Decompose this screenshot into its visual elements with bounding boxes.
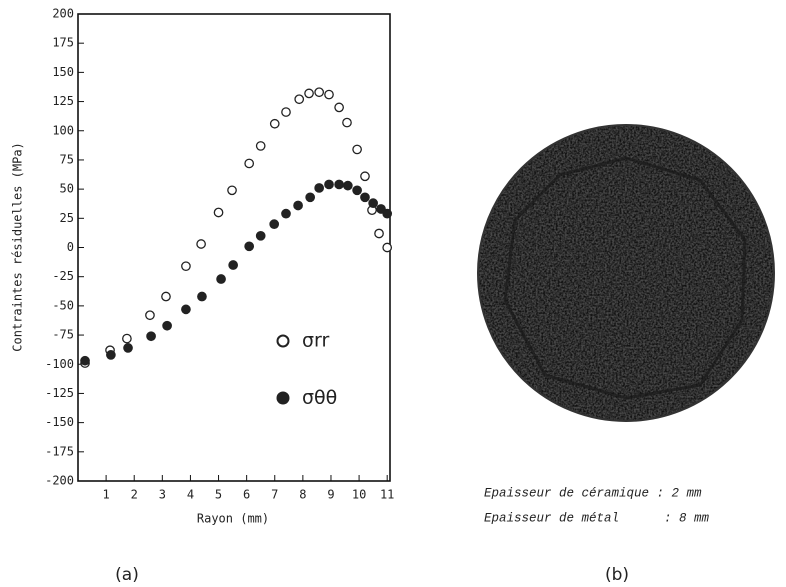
y-tick-label: 100 bbox=[52, 123, 74, 137]
y-tick-label: -150 bbox=[45, 415, 74, 429]
x-tick-label: 6 bbox=[243, 488, 250, 502]
point bbox=[360, 192, 370, 203]
y-tick-label: -125 bbox=[45, 386, 74, 400]
y-tick-label: -200 bbox=[45, 474, 74, 488]
point bbox=[216, 274, 226, 284]
legend-marker bbox=[276, 391, 290, 405]
point bbox=[352, 144, 362, 155]
x-tick-label: 7 bbox=[271, 488, 278, 502]
y-tick-label: -100 bbox=[45, 357, 74, 371]
legend-label: σrr bbox=[302, 330, 330, 352]
y-tick-label: 0 bbox=[67, 240, 74, 254]
point bbox=[314, 87, 325, 98]
y-tick-label: -25 bbox=[52, 269, 74, 283]
point bbox=[293, 200, 303, 211]
y-tick-label: 200 bbox=[52, 7, 74, 21]
panel-label: (b) bbox=[605, 565, 629, 585]
legend-label: σθθ bbox=[302, 387, 337, 409]
point bbox=[255, 141, 266, 151]
x-tick-label: 10 bbox=[352, 488, 366, 502]
point bbox=[227, 185, 237, 196]
y-tick-label: 50 bbox=[60, 182, 74, 196]
point bbox=[334, 179, 344, 190]
point bbox=[382, 242, 393, 253]
plot-frame bbox=[77, 13, 391, 482]
point bbox=[342, 117, 352, 128]
point bbox=[368, 198, 378, 208]
x-tick-label: 3 bbox=[159, 488, 166, 502]
point bbox=[360, 171, 370, 182]
point bbox=[146, 331, 156, 342]
y-tick-label: 75 bbox=[60, 152, 74, 166]
point bbox=[162, 320, 172, 331]
y-tick-label: 150 bbox=[52, 65, 74, 79]
x-tick-label: 11 bbox=[380, 488, 394, 502]
point bbox=[294, 94, 305, 105]
point bbox=[342, 180, 353, 191]
y-axis-label: Contraintes résiduelles (MPa) bbox=[11, 142, 25, 352]
point bbox=[122, 333, 132, 344]
point bbox=[374, 228, 384, 239]
y-tick-label: -175 bbox=[45, 444, 74, 458]
point bbox=[314, 183, 325, 193]
y-tick-label: -75 bbox=[52, 328, 74, 342]
x-tick-label: 1 bbox=[102, 488, 109, 502]
x-tick-label: 2 bbox=[131, 488, 138, 502]
y-tick-label: 175 bbox=[52, 36, 74, 50]
point bbox=[269, 118, 280, 129]
point bbox=[145, 310, 155, 321]
point bbox=[281, 107, 291, 117]
specimen-image bbox=[477, 124, 775, 422]
x-tick-label: 8 bbox=[299, 488, 306, 502]
point bbox=[305, 192, 316, 203]
point bbox=[106, 350, 116, 360]
point bbox=[244, 241, 255, 252]
point bbox=[181, 261, 191, 272]
point bbox=[213, 207, 224, 218]
image-caption: Epaisseur de céramique : 2 mm bbox=[484, 486, 702, 500]
point bbox=[197, 291, 207, 302]
x-tick-label: 5 bbox=[215, 488, 222, 502]
point bbox=[161, 291, 171, 302]
x-tick-label: 9 bbox=[327, 488, 334, 502]
point bbox=[255, 230, 266, 241]
point bbox=[281, 208, 291, 219]
point bbox=[334, 102, 344, 113]
point bbox=[324, 89, 334, 100]
point bbox=[269, 219, 280, 229]
x-tick-label: 4 bbox=[187, 488, 194, 502]
point bbox=[244, 158, 255, 169]
point bbox=[80, 355, 90, 366]
point bbox=[352, 185, 362, 196]
point bbox=[196, 239, 206, 249]
point bbox=[123, 343, 133, 353]
point bbox=[181, 304, 191, 315]
point bbox=[324, 179, 334, 190]
legend-marker bbox=[276, 334, 290, 348]
image-caption: Epaisseur de métal : 8 mm bbox=[484, 511, 710, 525]
x-axis-label: Rayon (mm) bbox=[197, 512, 269, 526]
y-tick-label: -50 bbox=[52, 298, 74, 312]
point bbox=[382, 208, 393, 219]
panel-label: (a) bbox=[115, 565, 139, 585]
y-tick-label: 125 bbox=[52, 94, 74, 108]
point bbox=[304, 88, 314, 99]
point bbox=[228, 260, 239, 270]
y-tick-label: 25 bbox=[60, 211, 74, 225]
